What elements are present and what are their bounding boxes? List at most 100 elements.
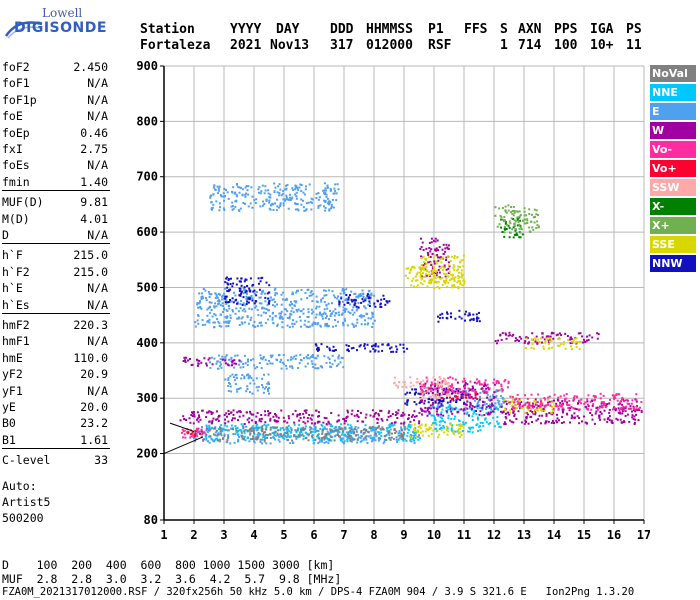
data-point — [356, 308, 359, 311]
data-point — [324, 209, 326, 212]
data-point — [417, 426, 420, 428]
data-point — [411, 280, 414, 283]
data-point — [356, 415, 359, 418]
data-point — [292, 311, 295, 314]
data-point — [212, 433, 215, 436]
data-point — [428, 412, 431, 415]
data-point — [250, 427, 253, 430]
data-point — [454, 430, 457, 433]
data-point — [421, 277, 424, 279]
data-point — [582, 338, 585, 341]
data-point — [445, 396, 448, 399]
data-point — [303, 209, 306, 212]
data-point — [340, 423, 343, 426]
data-point — [461, 393, 464, 396]
data-point — [413, 435, 416, 438]
data-point — [517, 402, 520, 405]
data-point — [531, 411, 534, 413]
data-point — [346, 349, 349, 352]
data-point — [472, 317, 475, 320]
data-point — [276, 426, 279, 429]
param-key: fxI — [2, 142, 23, 156]
data-point — [402, 437, 405, 440]
data-point — [466, 383, 469, 386]
data-point — [518, 223, 521, 226]
data-point — [452, 430, 455, 433]
data-point — [263, 203, 266, 205]
data-point — [570, 417, 573, 420]
data-point — [524, 404, 527, 406]
data-point — [248, 287, 251, 290]
data-point — [442, 243, 445, 246]
data-point — [214, 431, 217, 434]
data-point — [424, 391, 426, 394]
data-point — [606, 418, 609, 421]
data-point — [265, 433, 267, 436]
data-point — [302, 429, 305, 431]
data-point — [288, 436, 291, 438]
data-point — [438, 420, 441, 423]
data-point — [379, 302, 382, 305]
data-point — [340, 356, 343, 359]
data-point — [261, 427, 264, 430]
data-point — [523, 210, 526, 213]
data-point — [189, 421, 192, 424]
data-point — [578, 408, 581, 411]
data-point — [445, 256, 448, 259]
data-point — [420, 381, 422, 383]
data-point — [227, 429, 230, 432]
data-point — [305, 411, 308, 414]
data-point — [262, 355, 265, 358]
footer-file-info: FZA0M_2021317012000.RSF / 320fx256h 50 k… — [2, 586, 635, 598]
data-point — [437, 384, 440, 387]
data-point — [324, 324, 327, 327]
data-point — [604, 403, 607, 406]
data-point — [552, 332, 555, 335]
data-point — [193, 415, 196, 418]
data-point — [365, 413, 368, 416]
data-point — [293, 421, 296, 424]
data-point — [254, 427, 257, 430]
data-point — [388, 300, 391, 303]
param-value: N/A — [87, 92, 108, 107]
data-point — [199, 432, 201, 435]
data-point — [369, 434, 372, 437]
data-point — [204, 289, 207, 292]
data-point — [512, 410, 515, 413]
data-point — [486, 391, 489, 394]
data-point — [457, 268, 459, 271]
data-point — [514, 229, 517, 232]
param-key: h`E — [2, 281, 23, 296]
data-point — [233, 359, 236, 362]
data-point — [529, 220, 532, 223]
data-point — [422, 383, 425, 386]
data-point — [452, 387, 455, 390]
data-point — [319, 204, 322, 207]
data-point — [432, 376, 435, 379]
data-point — [267, 423, 270, 426]
data-point — [330, 207, 333, 210]
series-ssw — [393, 376, 451, 400]
data-point — [359, 344, 362, 347]
data-point — [360, 301, 363, 304]
data-point — [623, 421, 626, 423]
data-point — [236, 388, 239, 391]
data-point — [354, 426, 357, 428]
param-key: h`F2 — [2, 264, 30, 279]
x-tick-label: 3 — [220, 528, 227, 542]
data-point — [502, 401, 505, 404]
data-point — [241, 374, 244, 376]
data-point — [232, 301, 235, 304]
data-point — [210, 437, 213, 440]
data-point — [445, 279, 448, 282]
data-point — [289, 365, 291, 368]
data-point — [213, 357, 216, 360]
data-point — [240, 280, 242, 283]
data-point — [239, 287, 242, 290]
data-point — [462, 273, 465, 276]
data-point — [256, 412, 259, 414]
data-point — [511, 400, 513, 403]
data-point — [566, 401, 568, 404]
data-point — [455, 389, 458, 392]
param-row: B0 23.2 — [2, 414, 108, 432]
